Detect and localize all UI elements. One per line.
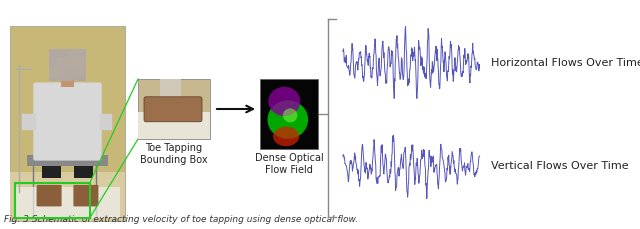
FancyBboxPatch shape: [36, 185, 61, 206]
Bar: [49, 49, 86, 81]
FancyBboxPatch shape: [144, 97, 202, 122]
Bar: [260, 79, 318, 149]
Ellipse shape: [268, 87, 300, 116]
Text: Horizontal Flows Over Time: Horizontal Flows Over Time: [492, 58, 640, 68]
Bar: [68, 50, 79, 60]
Bar: [42, 166, 61, 178]
Ellipse shape: [268, 100, 308, 139]
Bar: [49, 49, 86, 81]
Text: Dense Optical
Flow Field: Dense Optical Flow Field: [255, 153, 323, 174]
Bar: [159, 79, 181, 103]
Bar: [57, 57, 68, 66]
Bar: [138, 112, 210, 139]
Bar: [54, 67, 65, 76]
Bar: [73, 64, 84, 74]
Ellipse shape: [283, 108, 298, 122]
Bar: [49, 69, 60, 78]
Bar: [10, 172, 125, 221]
Bar: [68, 57, 79, 66]
Bar: [28, 155, 108, 166]
Bar: [15, 187, 120, 218]
FancyBboxPatch shape: [33, 82, 102, 161]
Bar: [10, 26, 125, 221]
Bar: [138, 79, 210, 139]
Bar: [74, 166, 93, 178]
Text: Toe Tapping
Bounding Box: Toe Tapping Bounding Box: [140, 143, 208, 165]
Text: Fig. 3 Schematic of extracting velocity of toe tapping using dense optical flow.: Fig. 3 Schematic of extracting velocity …: [4, 215, 358, 224]
FancyBboxPatch shape: [74, 185, 99, 206]
Ellipse shape: [273, 127, 299, 146]
Bar: [64, 58, 75, 68]
Bar: [15, 183, 90, 218]
Bar: [74, 57, 85, 66]
Bar: [61, 79, 74, 87]
Text: Vertical Flows Over Time: Vertical Flows Over Time: [492, 161, 629, 171]
